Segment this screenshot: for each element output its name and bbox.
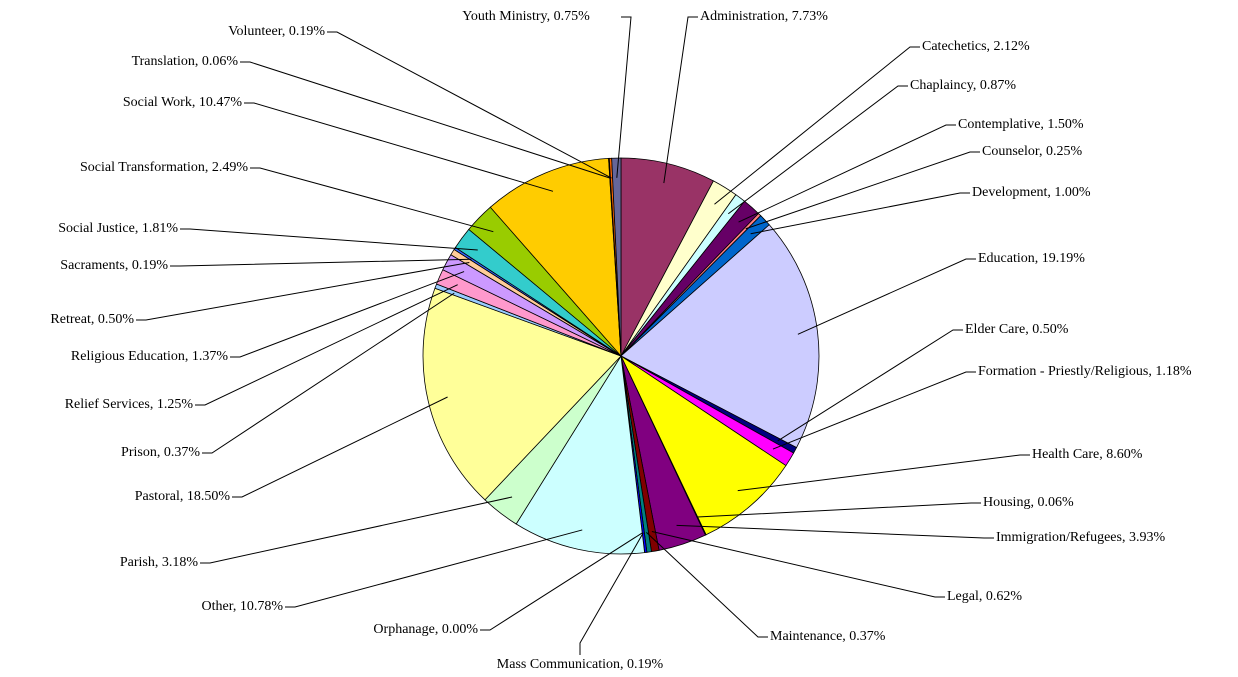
leader-line (750, 192, 970, 235)
pie-slice (620, 157, 714, 357)
data-label: Youth Ministry, 0.75% (462, 9, 590, 24)
data-label: Social Transformation, 2.49% (80, 160, 248, 175)
leader-line (232, 396, 448, 498)
leader-line (772, 371, 976, 450)
leader-line (230, 271, 465, 358)
data-label: Housing, 0.06% (983, 495, 1074, 510)
data-label: Relief Services, 1.25% (65, 397, 194, 412)
leader-line (738, 124, 956, 223)
leader-line (727, 85, 908, 215)
leader-line (136, 261, 470, 321)
data-label: Other, 10.78% (202, 599, 284, 614)
data-label: Orphanage, 0.00% (373, 622, 478, 637)
pie-slice (611, 157, 622, 357)
leader-line (663, 16, 698, 184)
data-label: Volunteer, 0.19% (228, 24, 325, 39)
data-label: Administration, 7.73% (700, 9, 828, 24)
data-label: Prison, 0.37% (121, 445, 200, 460)
leader-line (202, 292, 455, 454)
data-label: Religious Education, 1.37% (71, 349, 228, 364)
leader-line (745, 151, 980, 230)
data-label: Pastoral, 18.50% (135, 489, 231, 504)
data-label: Health Care, 8.60% (1032, 447, 1143, 462)
data-label: Parish, 3.18% (120, 555, 199, 570)
leader-line (200, 496, 513, 564)
data-label: Development, 1.00% (972, 185, 1091, 200)
data-label: Counselor, 0.25% (982, 144, 1082, 159)
leader-line (170, 258, 472, 267)
data-label: Immigration/Refugees, 3.93% (996, 530, 1165, 545)
leader-line (240, 61, 611, 179)
data-label: Social Work, 10.47% (123, 95, 242, 110)
leader-line (285, 529, 583, 608)
leader-line (579, 532, 644, 655)
data-label: Mass Communication, 0.19% (497, 657, 664, 672)
data-label: Social Justice, 1.81% (58, 221, 178, 236)
data-label: Catechetics, 2.12% (922, 39, 1030, 54)
data-label: Sacraments, 0.19% (60, 258, 168, 273)
data-label: Maintenance, 0.37% (770, 629, 886, 644)
data-label: Contemplative, 1.50% (958, 117, 1084, 132)
leader-line (327, 31, 612, 179)
data-label: Legal, 0.62% (947, 589, 1022, 604)
leader-line (777, 329, 963, 442)
pie-slice (620, 224, 820, 449)
data-label: Translation, 0.06% (132, 54, 239, 69)
leader-line (697, 502, 981, 518)
data-label: Education, 19.19% (978, 251, 1085, 266)
pie-slice (489, 157, 622, 358)
leader-line (797, 258, 976, 335)
leader-line (244, 102, 554, 192)
data-label: Formation - Priestly/Religious, 1.18% (978, 364, 1192, 379)
leader-line (676, 524, 994, 539)
data-label: Retreat, 0.50% (50, 312, 134, 327)
leader-line (714, 46, 920, 205)
pie-slice (515, 354, 646, 555)
leader-line (651, 531, 945, 598)
data-label: Chaplaincy, 0.87% (910, 78, 1016, 93)
leader-line (250, 167, 494, 233)
leader-line (737, 454, 1030, 492)
leader-line (480, 532, 643, 631)
leader-line (646, 532, 768, 638)
leader-line (180, 228, 478, 251)
data-label: Elder Care, 0.50% (965, 322, 1069, 337)
leader-line (195, 284, 458, 406)
leader-line (616, 16, 632, 178)
